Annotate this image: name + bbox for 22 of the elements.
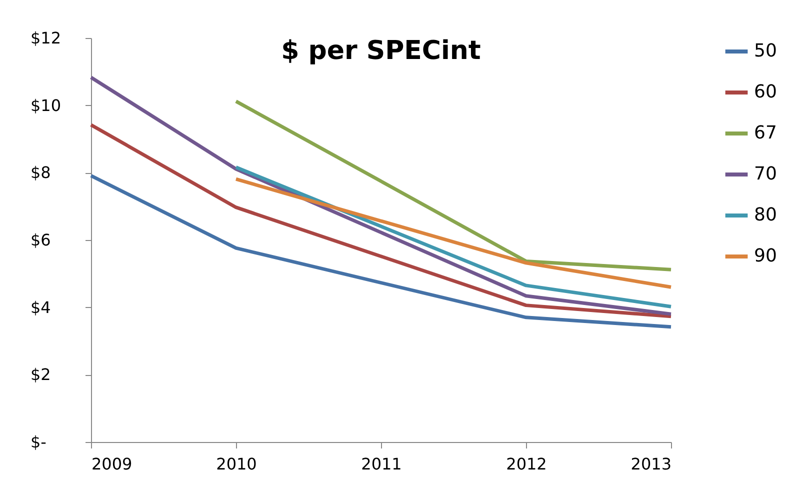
y-tick-label: $12 bbox=[30, 28, 62, 48]
legend-label: 50 bbox=[754, 40, 777, 62]
legend-label: 60 bbox=[754, 82, 777, 102]
legend-label: 80 bbox=[754, 204, 777, 226]
x-tick-label: 2010 bbox=[216, 454, 257, 474]
legend-label: 90 bbox=[754, 246, 777, 266]
y-tick-label: $2 bbox=[30, 365, 51, 384]
y-tick-label: $10 bbox=[30, 96, 62, 115]
chart-title: $ per SPECint bbox=[281, 36, 481, 66]
line-series bbox=[89, 174, 673, 329]
legend-label: 67 bbox=[754, 122, 777, 144]
y-tick-label: $4 bbox=[30, 298, 51, 317]
line-series bbox=[89, 76, 673, 316]
legend-label: 70 bbox=[754, 164, 777, 184]
x-tick-label: 2009 bbox=[92, 454, 132, 474]
y-tick-label: $6 bbox=[30, 230, 51, 250]
x-tick-label: 2013 bbox=[630, 454, 672, 474]
y-tick-label: $8 bbox=[30, 163, 51, 182]
line-series bbox=[89, 123, 673, 318]
y-tick-label: $- bbox=[30, 432, 46, 452]
x-tick-label: 2011 bbox=[361, 454, 402, 474]
x-tick-label: 2012 bbox=[506, 454, 547, 474]
